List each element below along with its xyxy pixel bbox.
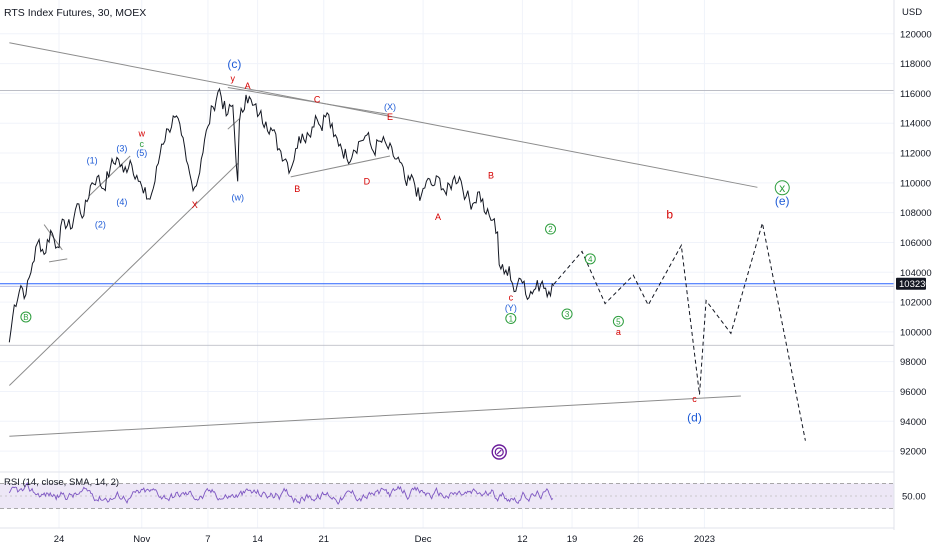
trendline bbox=[88, 155, 131, 197]
wave-label: y bbox=[231, 73, 236, 83]
wave-label: 5 bbox=[616, 317, 621, 326]
wave-label: (5) bbox=[136, 148, 147, 158]
y-tick-label: 96000 bbox=[900, 387, 926, 398]
wave-label-circle bbox=[20, 311, 32, 323]
wave-label: A bbox=[245, 81, 251, 91]
last-price-badge bbox=[896, 277, 926, 290]
wave-label: B bbox=[294, 184, 300, 194]
x-tick-label: 19 bbox=[567, 534, 578, 545]
wave-label: D bbox=[364, 176, 371, 186]
x-tick-label: Dec bbox=[415, 534, 432, 545]
wave-label: c bbox=[140, 139, 145, 149]
wave-label: w bbox=[138, 129, 146, 139]
circled-icon-marker bbox=[491, 444, 507, 460]
wave-label: (2) bbox=[95, 220, 106, 230]
trendline bbox=[290, 155, 391, 178]
x-tick-label: 7 bbox=[205, 534, 210, 545]
wave-label: (4) bbox=[116, 197, 127, 207]
y-tick-label: 100000 bbox=[900, 327, 932, 338]
wave-label-circle bbox=[774, 180, 790, 196]
trendline bbox=[9, 42, 758, 188]
wave-label: c bbox=[509, 293, 514, 303]
y-tick-label: 94000 bbox=[900, 417, 926, 428]
wave-label: (X) bbox=[384, 102, 396, 112]
trendline bbox=[48, 258, 68, 263]
price-axis[interactable]: 120000 118000 116000 114000 112000 110000 1080… bbox=[900, 29, 932, 457]
horizontal-grid bbox=[0, 33, 894, 452]
y-tick-label: 106000 bbox=[900, 238, 932, 249]
time-axis[interactable]: 24 Nov 7 14 21 Dec 12 19 26 2023 bbox=[54, 534, 715, 545]
x-tick-label: 14 bbox=[252, 534, 263, 545]
rsi-level-label: 50.00 bbox=[902, 492, 926, 503]
wave-label: A bbox=[435, 212, 441, 222]
wave-label: (1) bbox=[87, 155, 98, 165]
rsi-panel: 50.00 bbox=[0, 471, 926, 509]
y-tick-label: 116000 bbox=[900, 89, 931, 100]
rsi-line bbox=[8, 482, 554, 505]
x-tick-label: 21 bbox=[319, 534, 330, 545]
wave-label: (3) bbox=[116, 144, 127, 154]
marker-outer-circle bbox=[491, 444, 507, 460]
wave-label: (c) bbox=[227, 57, 241, 71]
y-tick-label: 114000 bbox=[900, 119, 931, 130]
y-tick-label: 104000 bbox=[900, 268, 932, 279]
wave-label: B bbox=[23, 313, 28, 322]
marker-slash bbox=[496, 449, 502, 455]
trendline bbox=[9, 163, 239, 386]
projection-line bbox=[553, 222, 806, 441]
wave-label: B bbox=[488, 170, 494, 180]
wave-label: 4 bbox=[588, 255, 593, 264]
y-tick-label: 92000 bbox=[900, 447, 926, 458]
x-tick-label: 12 bbox=[517, 534, 528, 545]
wave-label-circle bbox=[584, 253, 596, 265]
y-tick-label: 108000 bbox=[900, 208, 932, 219]
trendlines bbox=[9, 42, 758, 437]
wave-label-circle bbox=[545, 223, 557, 235]
x-tick-label: Nov bbox=[133, 534, 150, 545]
wave-label: 2 bbox=[548, 225, 553, 234]
wave-label-circle bbox=[612, 315, 624, 327]
x-tick-label: 24 bbox=[54, 534, 65, 545]
wave-label-circle bbox=[561, 308, 573, 320]
wave-label: x bbox=[779, 181, 785, 195]
wave-label: a bbox=[616, 327, 621, 337]
y-tick-label: 120000 bbox=[900, 29, 932, 40]
vertical-grid bbox=[58, 0, 705, 528]
wave-label: b bbox=[666, 208, 673, 222]
last-price-value: 103230 bbox=[899, 279, 931, 290]
trendline bbox=[9, 395, 741, 437]
wave-label: c bbox=[692, 394, 697, 404]
projection-path bbox=[553, 222, 806, 441]
last-price-marker: 103230 bbox=[896, 277, 931, 290]
trendline bbox=[227, 86, 389, 115]
y-tick-label: 110000 bbox=[900, 178, 931, 189]
wave-label: E bbox=[387, 112, 393, 122]
x-tick-label: 26 bbox=[633, 534, 644, 545]
currency-label: USD bbox=[902, 7, 922, 18]
wave-label: (Y) bbox=[505, 303, 517, 313]
wave-label: (e) bbox=[775, 194, 790, 208]
price-series bbox=[8, 87, 555, 343]
wave-label: C bbox=[314, 94, 321, 104]
marker-inner-circle bbox=[494, 447, 504, 457]
wave-label-circle bbox=[505, 312, 517, 324]
wave-labels: (c)yAC(X)Ewc(5)(3)(1)(4)(2)BDBX(w)ABc(Y)… bbox=[20, 57, 790, 424]
chart-title: RTS Index Futures, 30, MOEX bbox=[4, 7, 146, 19]
wave-label: (d) bbox=[687, 410, 702, 424]
horizontal-levels bbox=[0, 90, 894, 346]
wave-label: X bbox=[192, 200, 198, 210]
wave-label: 3 bbox=[565, 310, 570, 319]
wave-label: (w) bbox=[231, 193, 244, 203]
y-tick-label: 98000 bbox=[900, 357, 926, 368]
wave-label: 1 bbox=[509, 314, 514, 323]
price-line bbox=[8, 87, 555, 343]
y-tick-label: 118000 bbox=[900, 59, 931, 70]
x-tick-label: 2023 bbox=[694, 534, 715, 545]
y-tick-label: 102000 bbox=[900, 298, 932, 309]
rsi-label: RSI (14, close, SMA, 14, 2) bbox=[4, 477, 119, 488]
y-tick-label: 112000 bbox=[900, 149, 931, 160]
